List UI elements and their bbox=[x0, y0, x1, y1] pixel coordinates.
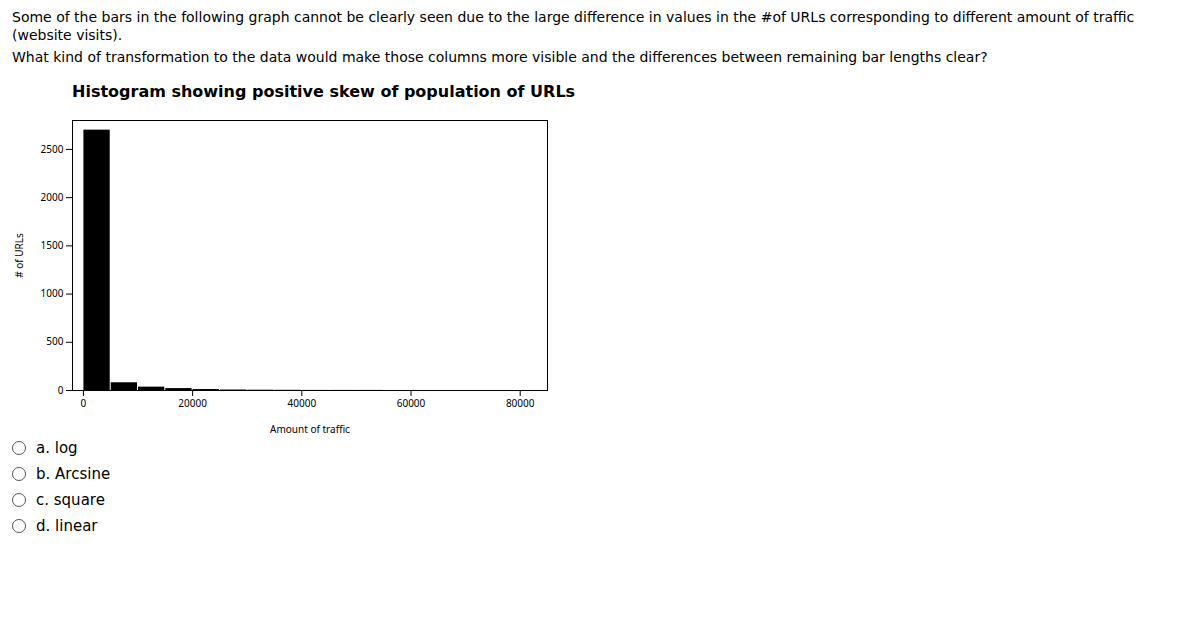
html-text:d. linear: d. linear bbox=[36, 517, 98, 535]
svg-text:80000: 80000 bbox=[506, 396, 535, 410]
html-text:Some of the bars in the follow: Some of the bars in the following graph … bbox=[12, 9, 1135, 43]
html-text:Histogram showing positive ske: Histogram showing positive skew of popul… bbox=[72, 82, 576, 101]
svg-text:# of URLs: # of URLs bbox=[12, 233, 26, 278]
svg-text:0: 0 bbox=[81, 396, 87, 410]
html-text:a. log: a. log bbox=[36, 439, 78, 457]
svg-text:40000: 40000 bbox=[288, 396, 317, 410]
svg-text:60000: 60000 bbox=[397, 396, 426, 410]
svg-text:0: 0 bbox=[58, 383, 64, 397]
svg-text:Amount of traffic: Amount of traffic bbox=[270, 422, 350, 436]
svg-text:1000: 1000 bbox=[41, 286, 64, 300]
svg-text:20000: 20000 bbox=[178, 396, 207, 410]
svg-text:2500: 2500 bbox=[41, 142, 64, 156]
html-text:b. Arcsine: b. Arcsine bbox=[36, 465, 111, 483]
svg-text:500: 500 bbox=[46, 334, 63, 348]
svg-text:2000: 2000 bbox=[41, 190, 64, 204]
html-text:c. square: c. square bbox=[36, 491, 105, 509]
svg-text:1500: 1500 bbox=[41, 238, 64, 252]
html-text:What kind of transformation to: What kind of transformation to the data … bbox=[12, 49, 988, 65]
